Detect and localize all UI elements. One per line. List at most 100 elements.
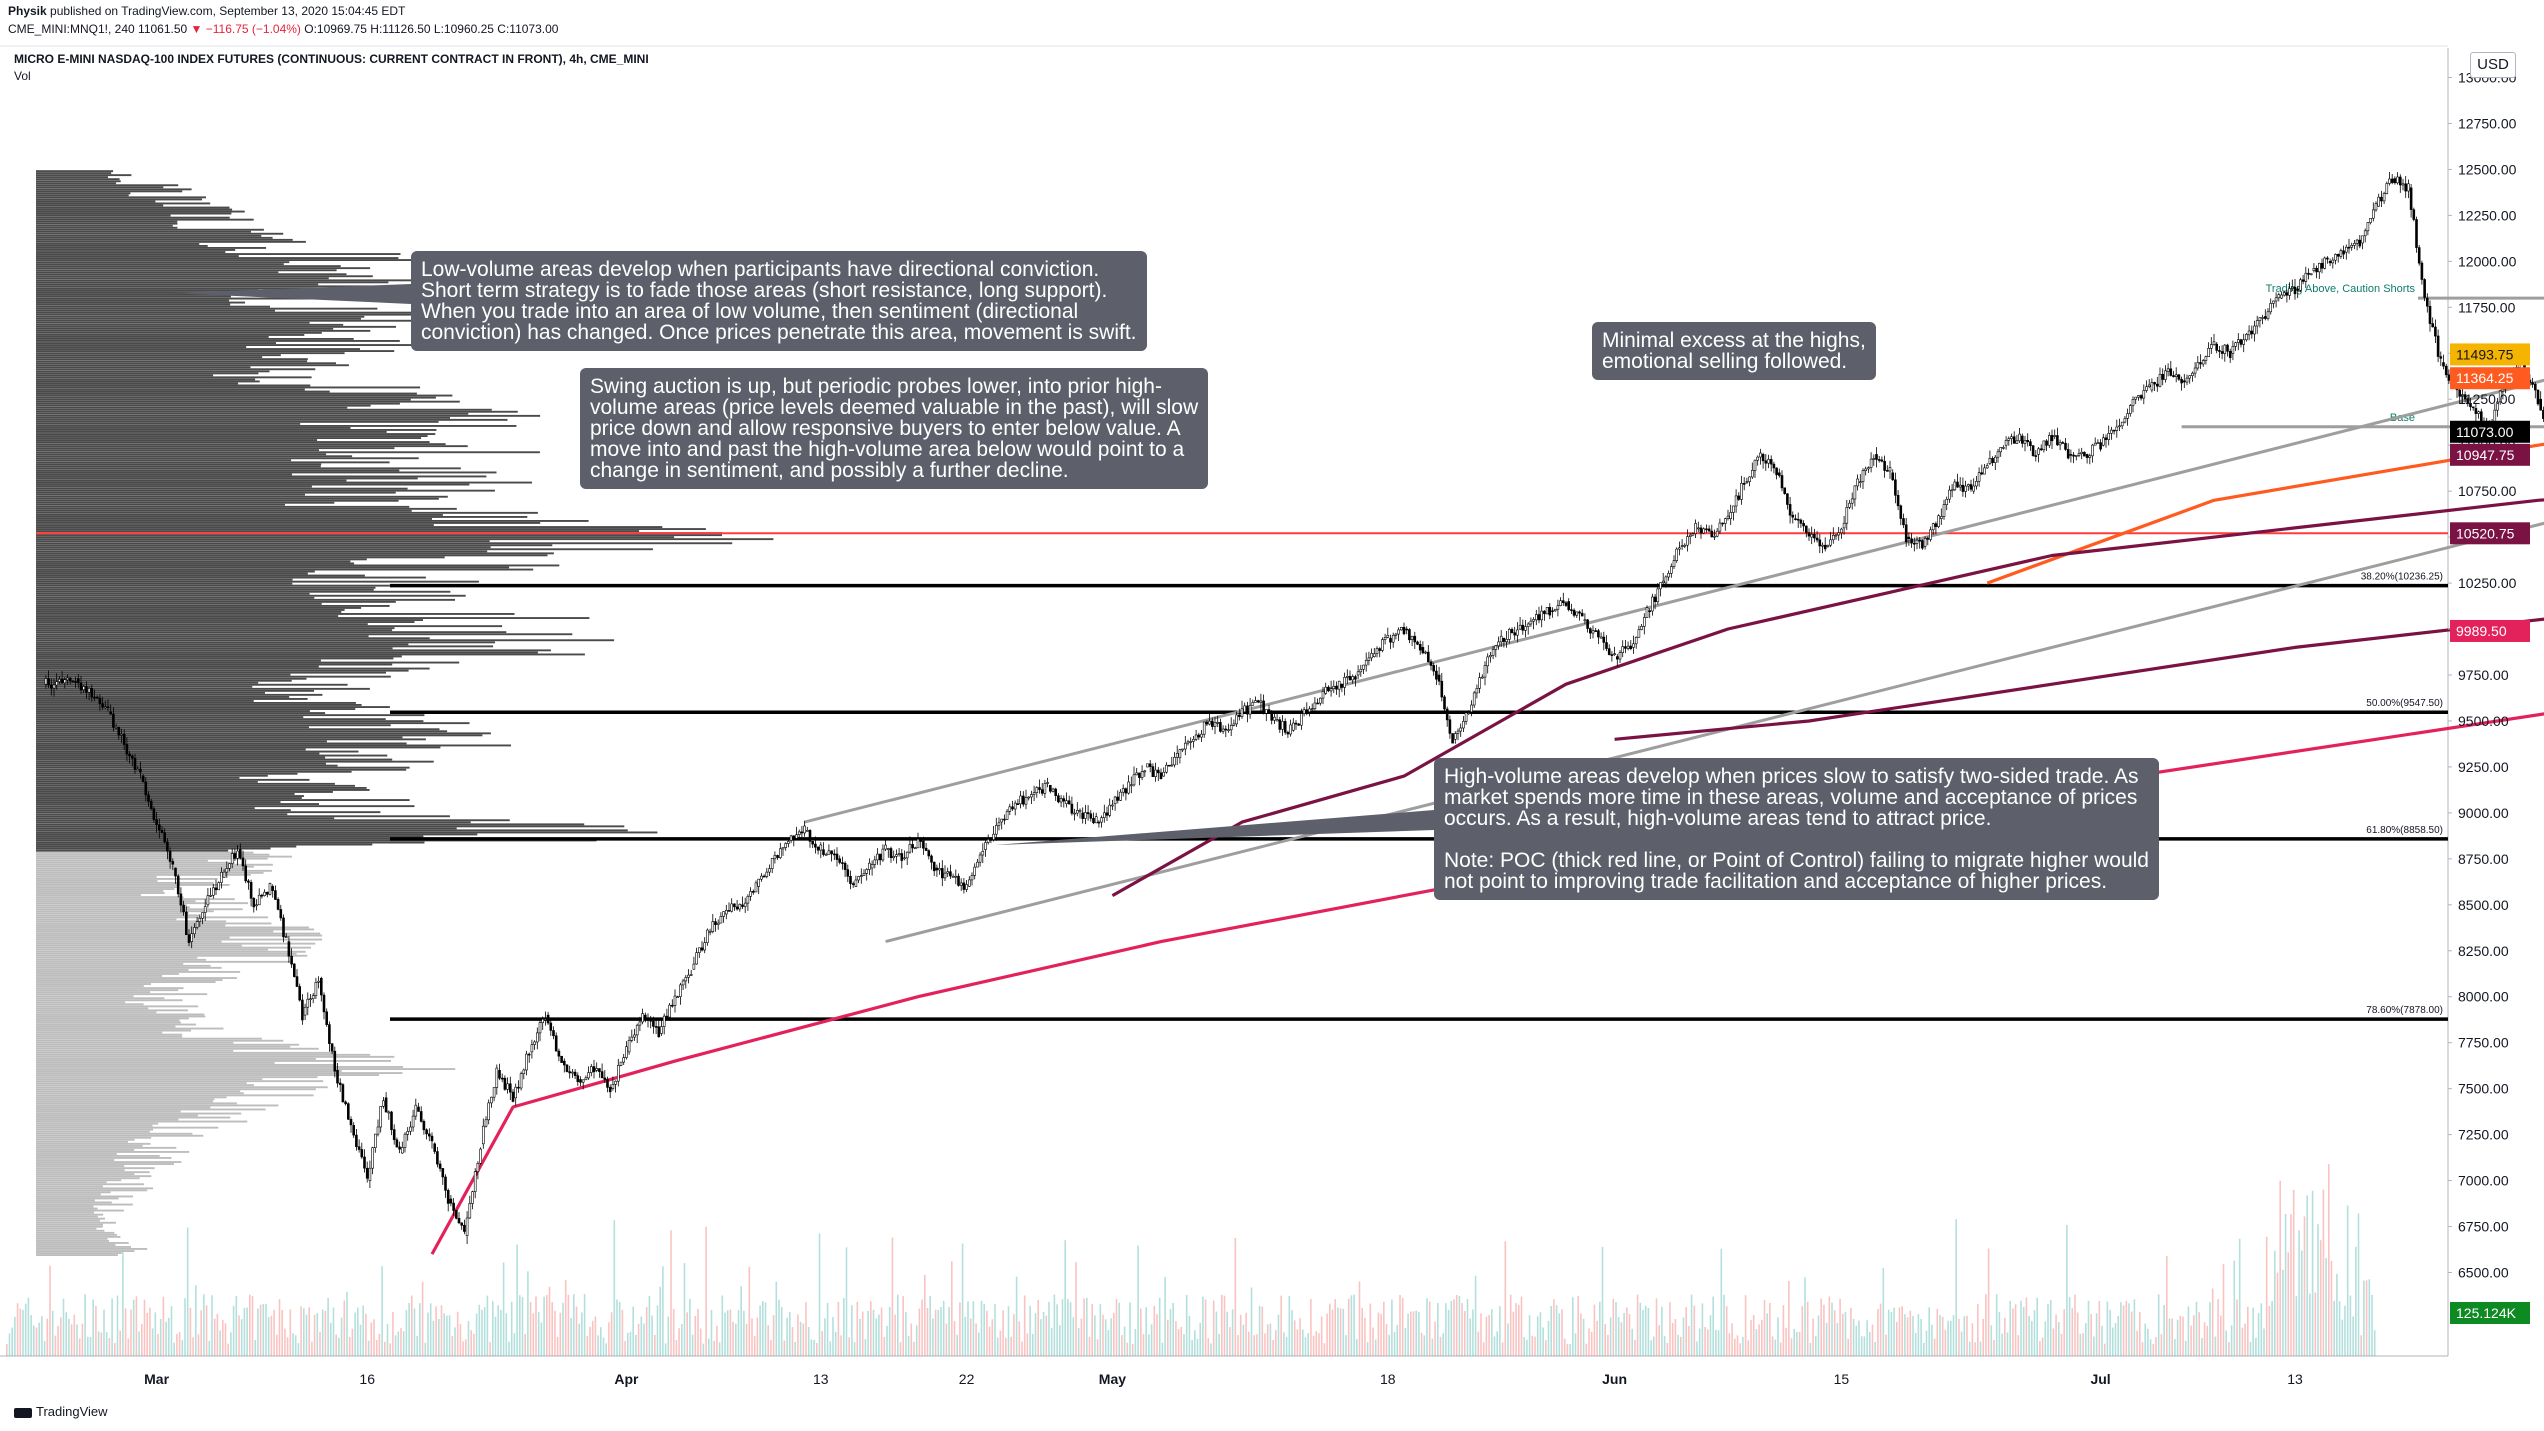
profile-bar xyxy=(36,465,321,468)
candle xyxy=(913,847,917,850)
profile-bar xyxy=(36,602,322,605)
candle xyxy=(1213,722,1217,727)
author-name[interactable]: Physik xyxy=(8,4,47,18)
candle xyxy=(1826,544,1830,547)
candle xyxy=(1456,730,1460,734)
candle xyxy=(498,1070,501,1079)
note-minimal-excess[interactable]: Minimal excess at the highs, emotional s… xyxy=(1592,322,1876,380)
volume-bar xyxy=(114,1343,116,1356)
candle xyxy=(1859,481,1862,484)
candle xyxy=(2396,176,2399,184)
candle xyxy=(1864,468,1867,471)
candle xyxy=(1683,544,1687,547)
volume-bar xyxy=(1426,1298,1428,1356)
candle xyxy=(2315,267,2318,273)
candle xyxy=(1197,734,1201,738)
candle xyxy=(465,1217,469,1237)
candle xyxy=(239,849,242,859)
candle xyxy=(738,903,742,910)
candle xyxy=(2096,442,2100,444)
candle xyxy=(2385,183,2389,194)
profile-bar xyxy=(36,416,450,419)
profile-bar xyxy=(36,758,393,761)
candle xyxy=(1167,764,1171,767)
profile-bar xyxy=(36,516,528,518)
candle xyxy=(1502,637,1506,642)
profile-bar xyxy=(36,621,415,623)
volume-bar xyxy=(2155,1337,2157,1356)
volume-bar xyxy=(2319,1240,2322,1356)
candle xyxy=(525,1053,528,1071)
volume-bar xyxy=(1944,1329,1947,1356)
profile-bar xyxy=(36,615,339,617)
volume-bar xyxy=(780,1307,783,1356)
profile-bar xyxy=(36,813,288,816)
profile-bar xyxy=(36,1254,118,1256)
currency-button[interactable]: USD xyxy=(2470,52,2516,78)
volume-bar xyxy=(1793,1328,1795,1356)
candle xyxy=(1508,629,1511,640)
profile-bar xyxy=(36,1153,117,1155)
volume-bar xyxy=(597,1335,599,1356)
candle xyxy=(1805,525,1808,533)
candle xyxy=(938,868,941,871)
candle xyxy=(811,841,815,845)
note-low-volume[interactable]: Low-volume areas develop when participan… xyxy=(411,251,1147,351)
volume-bar xyxy=(824,1318,826,1356)
profile-bar xyxy=(36,352,345,355)
candle xyxy=(724,910,728,915)
volume-bar xyxy=(1261,1306,1264,1356)
profile-bar xyxy=(36,481,532,484)
profile-bar xyxy=(36,1140,128,1143)
candle xyxy=(2274,297,2278,302)
candle xyxy=(1451,733,1454,744)
volume-bar xyxy=(573,1294,575,1356)
candle xyxy=(1786,493,1789,505)
volume-bar xyxy=(338,1337,340,1356)
volume-bar xyxy=(2182,1316,2184,1356)
note-high-volume[interactable]: High-volume areas develop when prices sl… xyxy=(1434,758,2159,900)
candle xyxy=(1108,804,1111,816)
price-label-box xyxy=(2450,343,2530,366)
candle xyxy=(444,1176,447,1191)
volume-bar xyxy=(548,1286,551,1356)
price-label-box xyxy=(2450,420,2530,443)
profile-bar xyxy=(36,253,401,255)
volume-bar xyxy=(772,1315,775,1356)
candle xyxy=(2142,390,2146,399)
candle xyxy=(436,1151,439,1165)
profile-bar xyxy=(36,985,144,987)
candle xyxy=(1051,788,1055,792)
candle xyxy=(1907,536,1911,540)
candle xyxy=(562,1060,566,1066)
time-tick-label: Apr xyxy=(614,1371,639,1387)
profile-bar xyxy=(36,987,184,990)
candle xyxy=(970,875,974,881)
tradingview-logo[interactable]: TradingView xyxy=(14,1404,108,1419)
profile-bar xyxy=(36,275,373,278)
profile-bar xyxy=(36,447,395,450)
candle xyxy=(1076,809,1079,814)
volume-bar xyxy=(1858,1320,1860,1356)
profile-bar xyxy=(36,346,247,348)
profile-bar xyxy=(36,1064,336,1066)
candle xyxy=(2075,455,2078,457)
candle xyxy=(47,678,50,686)
profile-bar xyxy=(36,429,437,431)
volume-bar xyxy=(915,1325,918,1356)
volume-bar xyxy=(2193,1315,2195,1356)
volume-bar xyxy=(654,1334,656,1356)
candle xyxy=(1121,788,1125,793)
note-swing-auction[interactable]: Swing auction is up, but periodic probes… xyxy=(580,368,1209,489)
candle xyxy=(2361,235,2364,244)
profile-bar xyxy=(36,204,164,207)
volume-bar xyxy=(1069,1302,1072,1356)
candle xyxy=(454,1210,458,1219)
volume-bar xyxy=(143,1299,146,1356)
profile-bar xyxy=(36,754,388,757)
volume-bar xyxy=(141,1324,143,1356)
volume-bar xyxy=(1615,1302,1617,1356)
candle xyxy=(1815,537,1819,541)
profile-bar xyxy=(36,323,344,326)
